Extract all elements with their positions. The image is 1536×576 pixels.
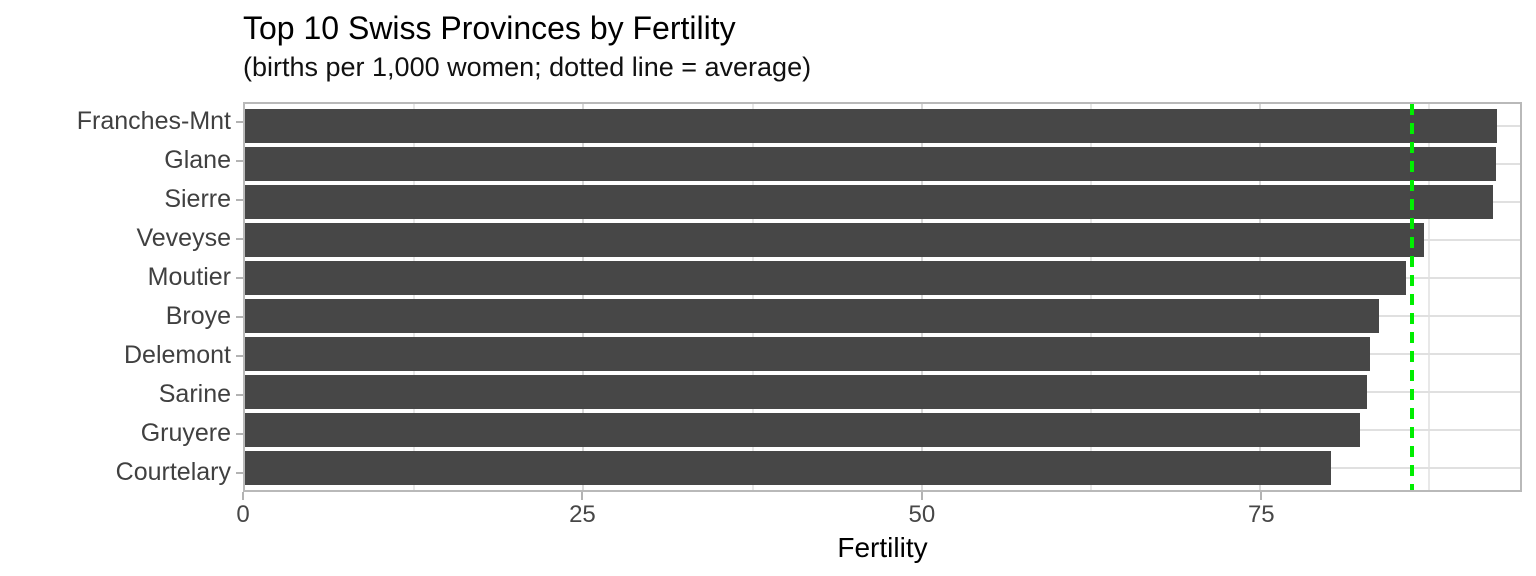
bar-row-veveyse: [245, 221, 1520, 259]
vertical-gridlines: [245, 104, 1520, 490]
y-category-label: Moutier: [147, 263, 231, 291]
y-category-label: Courtelary: [115, 458, 231, 486]
y-label-row: Courtelary: [0, 453, 243, 492]
y-category-label: Delemont: [124, 341, 231, 369]
y-tick-mark: [236, 276, 243, 279]
bar-row-moutier: [245, 259, 1520, 297]
y-label-row: Broye: [0, 297, 243, 336]
x-tick-mark: [1260, 492, 1263, 500]
bar-row-delemont: [245, 335, 1520, 373]
y-label-row: Sierre: [0, 180, 243, 219]
x-axis-title: Fertility: [837, 532, 928, 563]
bar-row-broye: [245, 297, 1520, 335]
major-gridline: [1259, 104, 1262, 490]
y-tick-mark: [236, 237, 243, 240]
minor-gridline: [1428, 104, 1431, 490]
bar-row-franches-mnt: [245, 107, 1520, 145]
bar-row-gruyere: [245, 411, 1520, 449]
plot-panel: [243, 102, 1522, 492]
x-tick-mark: [920, 492, 923, 500]
y-label-row: Gruyere: [0, 414, 243, 453]
x-tick-label: 25: [569, 501, 596, 528]
y-label-row: Moutier: [0, 258, 243, 297]
bar-sarine: [245, 375, 1368, 409]
bar-rows: [245, 107, 1520, 487]
y-label-row: Glane: [0, 141, 243, 180]
bar-delemont: [245, 337, 1370, 371]
y-category-label: Sierre: [164, 185, 231, 213]
x-tick-label: 75: [1247, 501, 1275, 528]
minor-gridline: [413, 104, 416, 490]
bar-veveyse: [245, 223, 1424, 257]
y-tick-mark: [236, 471, 243, 474]
bar-franches-mnt: [245, 109, 1497, 143]
y-label-row: Delemont: [0, 336, 243, 375]
y-category-label: Sarine: [158, 380, 231, 408]
bar-moutier: [245, 261, 1407, 295]
bar-row-sierre: [245, 183, 1520, 221]
bar-sierre: [245, 185, 1493, 219]
y-tick-mark: [236, 432, 243, 435]
bar-row-glane: [245, 145, 1520, 183]
x-tick-mark: [242, 492, 244, 500]
major-gridline: [920, 104, 923, 490]
y-label-row: Franches-Mnt: [0, 102, 243, 141]
major-gridline: [582, 104, 585, 490]
bar-gruyere: [245, 413, 1361, 447]
bar-glane: [245, 147, 1496, 181]
y-tick-mark: [236, 120, 243, 123]
y-category-label: Franches-Mnt: [76, 107, 231, 135]
minor-gridline: [751, 104, 754, 490]
y-category-label: Gruyere: [140, 419, 231, 447]
bar-broye: [245, 299, 1380, 333]
x-axis: 0 25 50 75: [236, 492, 1522, 528]
y-category-label: Glane: [164, 146, 231, 174]
y-axis-labels: Franches-Mnt Glane Sierre Veveyse Moutier Bro…: [0, 102, 243, 492]
x-tick-mark: [581, 492, 584, 500]
y-label-row: Sarine: [0, 375, 243, 414]
bar-courtelary: [245, 451, 1331, 485]
x-tick-label: 50: [908, 501, 936, 528]
y-tick-mark: [236, 159, 243, 162]
minor-gridline: [1089, 104, 1092, 490]
bar-row-sarine: [245, 373, 1520, 411]
average-dashed-line: [1409, 104, 1414, 490]
x-tick-label: 0: [236, 501, 250, 528]
y-category-label: Veveyse: [136, 224, 231, 252]
chart-title: Top 10 Swiss Provinces by Fertility: [243, 10, 736, 46]
bar-row-courtelary: [245, 449, 1520, 487]
y-tick-mark: [236, 315, 243, 318]
chart-subtitle: (births per 1,000 women; dotted line = a…: [243, 52, 812, 82]
y-category-label: Broye: [165, 302, 231, 330]
y-tick-mark: [236, 393, 243, 396]
y-tick-mark: [236, 354, 243, 357]
y-label-row: Veveyse: [0, 219, 243, 258]
y-tick-mark: [236, 198, 243, 201]
